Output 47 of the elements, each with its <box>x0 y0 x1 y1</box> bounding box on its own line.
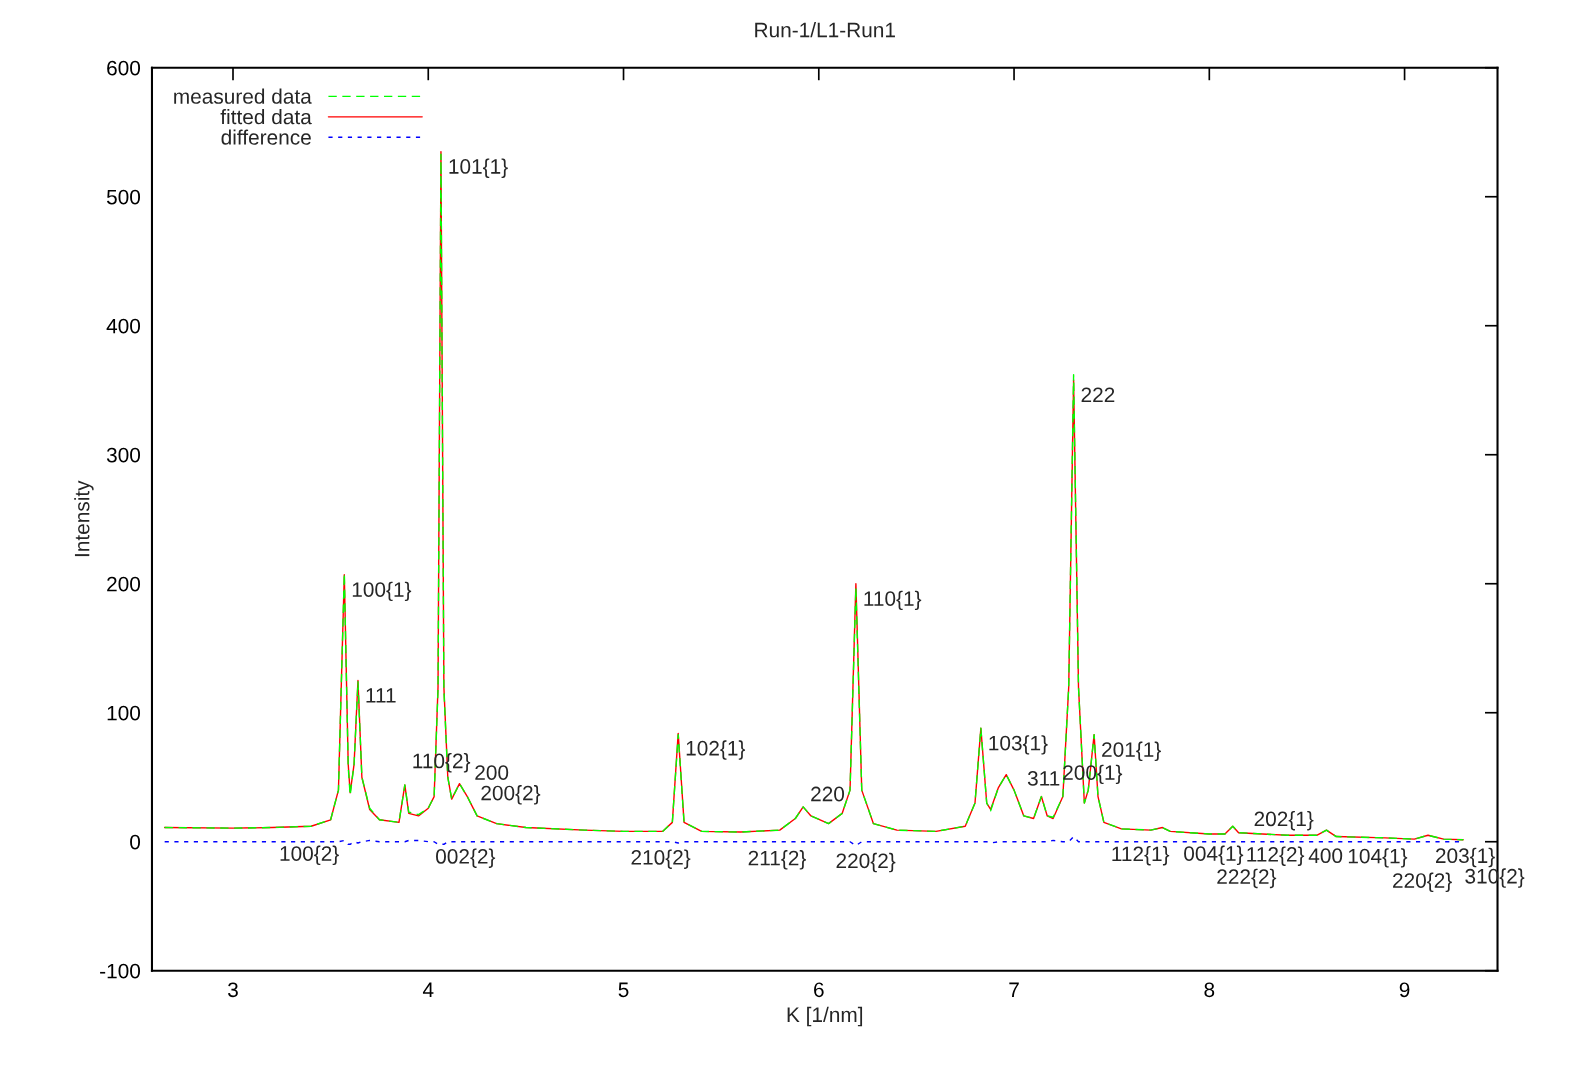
y-tick-label: 500 <box>106 189 141 205</box>
x-axis-title: K [1/nm] <box>787 1006 863 1027</box>
x-tick-label: 4 <box>422 982 434 997</box>
annotation: 220 <box>811 786 845 802</box>
annotation: 102{1} <box>686 740 746 760</box>
legend-label: fitted data <box>220 109 312 125</box>
annotation: 210{2} <box>631 849 691 869</box>
annotation: 201{1} <box>1102 741 1161 762</box>
x-tick-label: 8 <box>1204 982 1215 998</box>
annotation: 220{2} <box>1393 872 1452 893</box>
annotation: 100{2} <box>280 845 339 866</box>
y-tick-label: 300 <box>106 447 141 463</box>
annotation: 112{1} <box>1112 846 1170 866</box>
legend-label: difference <box>221 129 311 145</box>
y-axis-title: Intensity <box>74 480 94 557</box>
y-tick-label: 100 <box>107 705 141 721</box>
annotation: 200{2} <box>481 785 541 805</box>
annotation: 222 <box>1081 387 1115 402</box>
y-tick-label: 0 <box>130 834 141 850</box>
annotation: 103{1} <box>989 735 1048 755</box>
annotation: 202{1} <box>1254 810 1314 831</box>
annotation: 002{2} <box>436 848 496 868</box>
annotation: 211{2} <box>748 850 806 870</box>
annotation: 101{1} <box>449 158 508 178</box>
x-tick-label: 3 <box>228 982 238 998</box>
x-tick-label: 5 <box>618 982 629 998</box>
annotation: 004{1} <box>1184 845 1244 866</box>
annotation: 110{1} <box>864 590 922 611</box>
annotation: 203{1} <box>1436 847 1495 868</box>
annotation: 100{1} <box>352 581 412 602</box>
y-tick-label: -100 <box>100 963 141 979</box>
x-tick-label: 9 <box>1399 982 1410 998</box>
annotation: 104{1} <box>1348 848 1408 868</box>
chart-title: Run-1/L1-Run1 <box>755 22 895 38</box>
annotation: 311 <box>1027 771 1060 786</box>
x-tick-label: 7 <box>1009 982 1019 997</box>
annotation: 111 <box>366 688 396 703</box>
y-tick-label: 400 <box>106 318 141 334</box>
y-tick-label: 600 <box>107 60 141 76</box>
legend-label: measured data <box>174 88 312 104</box>
x-tick-label: 6 <box>814 982 824 998</box>
annotation: 112{2} <box>1247 846 1305 866</box>
annotation: 200 <box>475 765 509 780</box>
y-tick-label: 200 <box>107 576 141 592</box>
annotation: 222{2} <box>1217 868 1277 889</box>
annotation: 400 <box>1308 848 1343 864</box>
annotation: 220{2} <box>836 852 896 873</box>
